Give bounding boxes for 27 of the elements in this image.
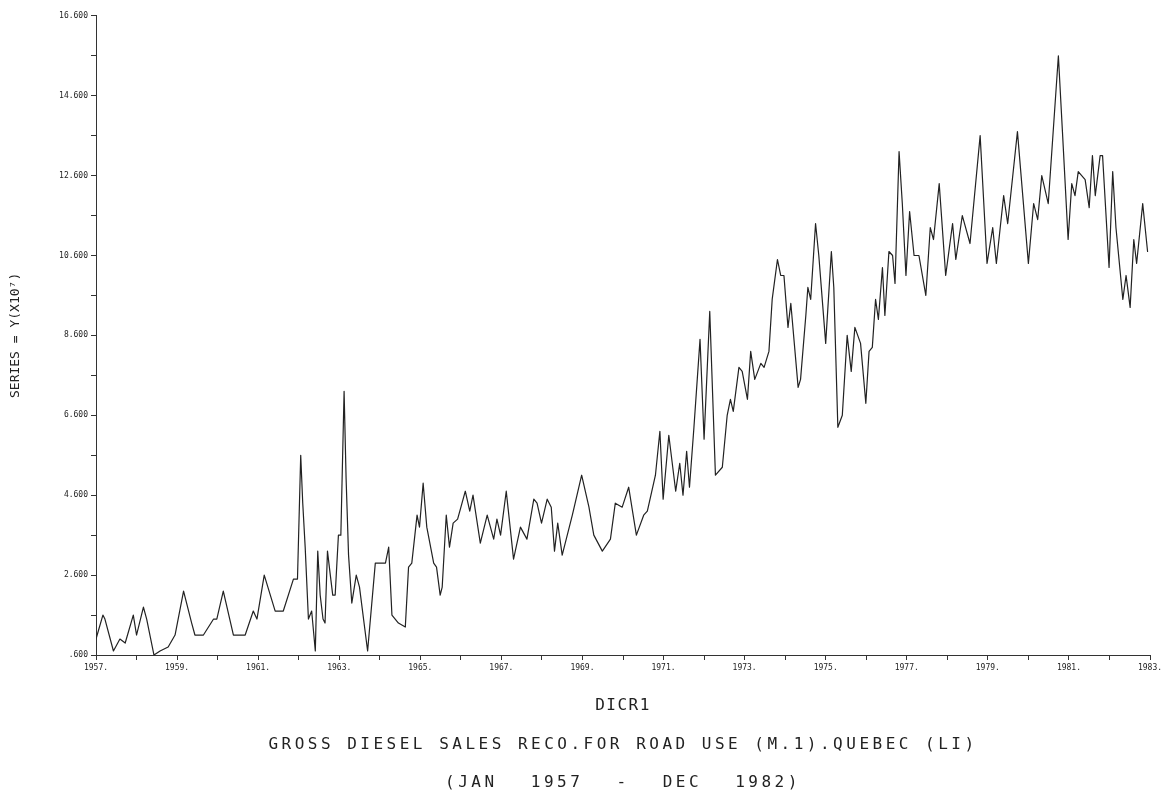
y-tick-label: 16.600: [59, 10, 89, 20]
x-tick-label: 1971.: [651, 662, 676, 672]
x-tick-label: 1969.: [570, 662, 595, 672]
text: DICR1: [594, 694, 652, 716]
x-tick-label: 1957.: [83, 662, 109, 672]
y-tick-label: .600: [68, 650, 89, 660]
x-tick-label: 1961.: [246, 662, 271, 672]
x-tick-label: 1975.: [813, 662, 838, 672]
x-tick-label: 1963.: [327, 662, 352, 672]
y-tick-label: 14.600: [59, 90, 89, 100]
y-tick-label: 2.600: [63, 570, 89, 580]
x-tick-label: 1967.: [489, 662, 514, 672]
x-tick-label: 1959.: [165, 662, 190, 672]
x-tick-label: 1977.: [894, 662, 919, 672]
text: GROSS DIESEL SALES RECO.FOR ROAD USE (M.1).QUEBEC (LI): [267, 733, 979, 755]
y-tick-label: 12.600: [59, 170, 89, 180]
y-tick-label: 8.600: [63, 330, 89, 340]
y-tick-label: 6.600: [63, 410, 89, 420]
text: (JAN 1957 - DEC 1982): [444, 771, 802, 793]
x-tick-label: 1973.: [732, 662, 757, 672]
y-tick-label: 4.600: [63, 490, 89, 500]
y-axis-title: SERIES = Y(X10⁷): [7, 272, 23, 399]
x-tick-label: 1965.: [408, 662, 433, 672]
x-tick-label: 1979.: [975, 662, 1000, 672]
y-tick-label: 10.600: [59, 250, 89, 260]
x-tick-label: 1983.: [1137, 662, 1163, 672]
x-tick-label: 1981.: [1056, 662, 1081, 672]
